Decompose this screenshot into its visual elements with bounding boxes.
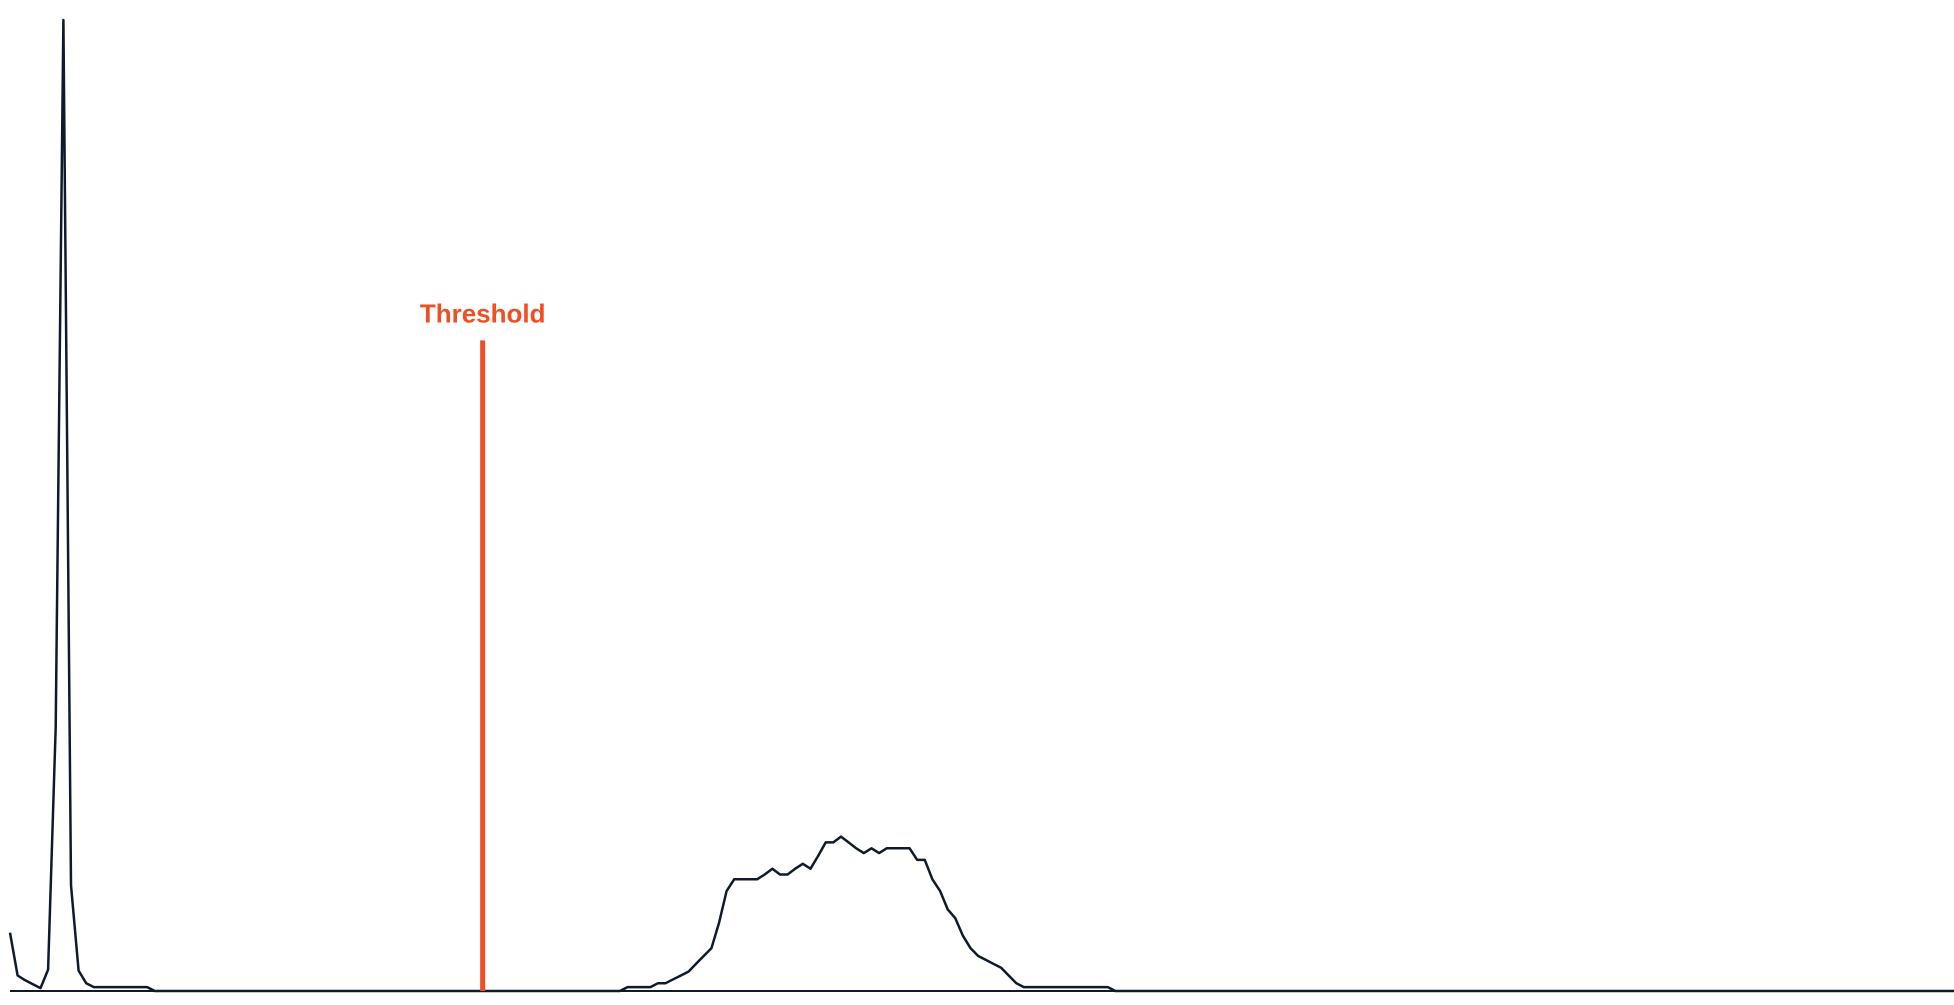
data-points: [10, 20, 1954, 992]
histogram-line: [10, 20, 1954, 991]
threshold-label: Threshold: [420, 298, 546, 328]
